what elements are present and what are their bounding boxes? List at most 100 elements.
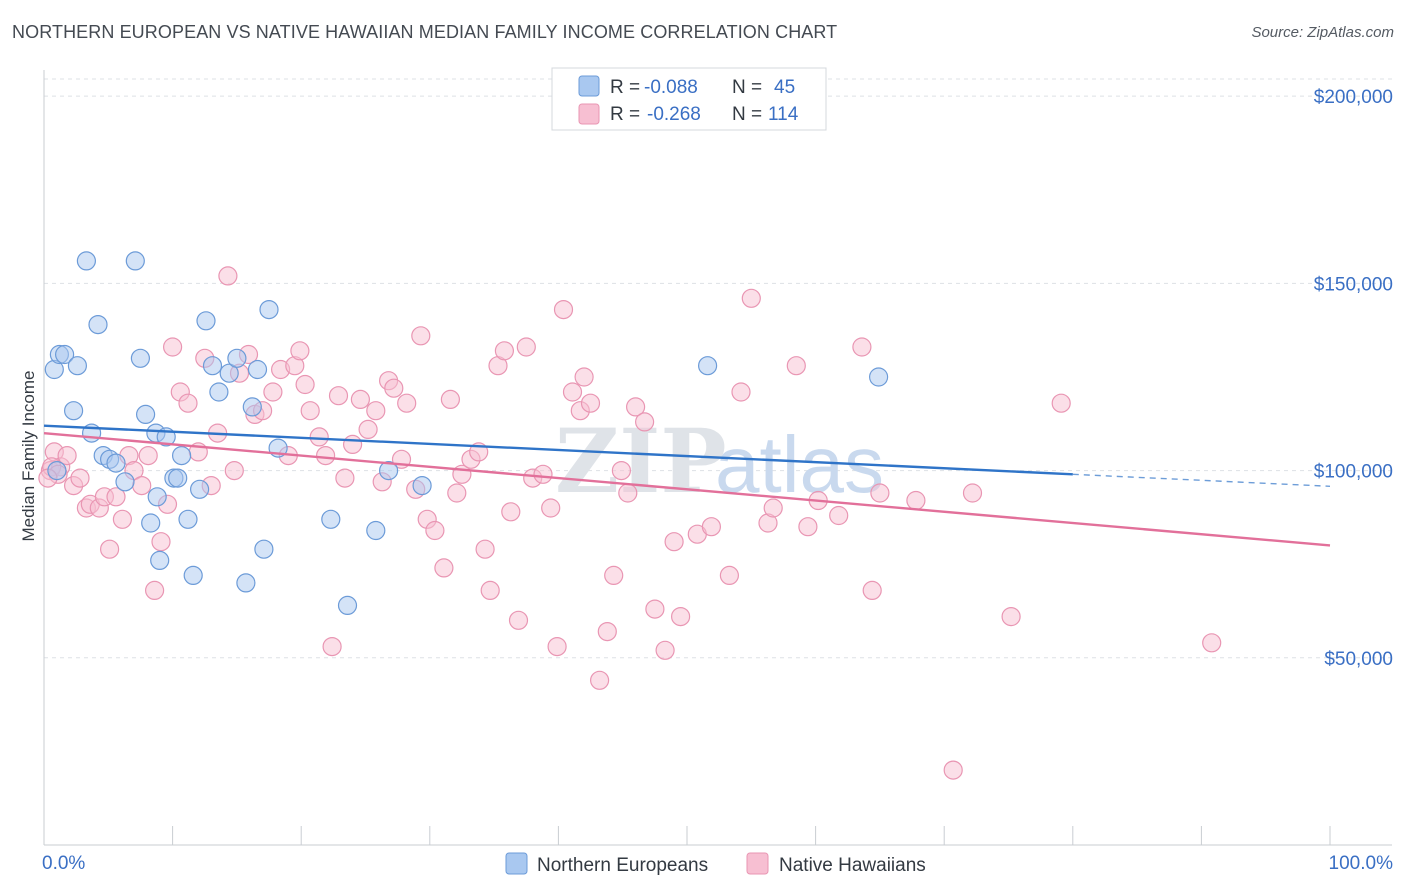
chart-title: NORTHERN EUROPEAN VS NATIVE HAWAIIAN MED… bbox=[12, 22, 838, 42]
trend-lines bbox=[43, 424, 1331, 547]
native-hawaiians-point-10 bbox=[99, 539, 120, 559]
legend-n-label-2: N = bbox=[732, 104, 762, 125]
native-hawaiians-point-55 bbox=[411, 326, 431, 346]
northern-europeans-point-35 bbox=[379, 461, 399, 481]
legend-swatch-pink bbox=[578, 103, 600, 125]
northern-europeans-point-33 bbox=[337, 595, 358, 616]
northern-europeans-point-27 bbox=[242, 397, 262, 417]
northern-europeans-point-12 bbox=[136, 404, 156, 424]
northern-europeans-point-21 bbox=[183, 565, 203, 586]
northern-europeans-point-23 bbox=[202, 356, 223, 376]
series-legend-label-pink: Native Hawaiians bbox=[779, 855, 926, 876]
northern-europeans-point-30 bbox=[259, 300, 279, 320]
native-hawaiians-point-89 bbox=[664, 532, 684, 552]
northern-europeans-point-26 bbox=[227, 348, 247, 368]
native-hawaiians-point-101 bbox=[829, 505, 849, 526]
native-hawaiians-point-72 bbox=[533, 464, 553, 484]
native-hawaiians-point-104 bbox=[870, 483, 890, 503]
native-hawaiians-point-11 bbox=[106, 487, 126, 507]
series-legend-swatch-blue bbox=[505, 852, 528, 875]
northern-europeans-point-24 bbox=[209, 382, 229, 402]
native-hawaiians-point-68 bbox=[501, 502, 521, 522]
native-hawaiians-point-81 bbox=[597, 621, 617, 642]
y-tick-labels: $50,000 $100,000 $150,000 $200,000 bbox=[1314, 87, 1393, 670]
y-tick-label-100000: $100,000 bbox=[1314, 462, 1393, 483]
northern-europeans-point-3 bbox=[67, 356, 88, 376]
legend-r-value-1: -0.088 bbox=[644, 77, 698, 98]
native-hawaiians-point-70 bbox=[516, 337, 536, 357]
northern-europeans-point-28 bbox=[247, 359, 268, 380]
northern-europeans-point-29 bbox=[254, 539, 274, 559]
y-tick-label-200000: $200,000 bbox=[1314, 87, 1393, 108]
northern-europeans-trend-line bbox=[43, 424, 1073, 476]
native-hawaiians-point-45 bbox=[343, 434, 363, 454]
native-hawaiians-point-75 bbox=[553, 300, 574, 320]
native-hawaiians-point-58 bbox=[434, 558, 454, 578]
native-hawaiians-point-41 bbox=[316, 446, 336, 466]
northern-europeans-point-39 bbox=[106, 453, 126, 473]
northern-europeans-point-15 bbox=[150, 550, 170, 571]
northern-europeans-point-42 bbox=[196, 311, 216, 331]
native-hawaiians-trend-line bbox=[43, 431, 1331, 547]
native-hawaiians-point-102 bbox=[852, 337, 872, 357]
native-hawaiians-point-64 bbox=[475, 539, 495, 559]
northern-europeans-point-37 bbox=[697, 356, 718, 376]
northern-europeans-point-43 bbox=[236, 573, 256, 593]
northern-europeans-point-40 bbox=[115, 472, 135, 492]
native-hawaiians-point-51 bbox=[384, 378, 404, 398]
native-hawaiians-point-97 bbox=[763, 498, 783, 518]
correlation-legend: R = -0.088 N = 45 R = -0.268 N = 114 bbox=[551, 67, 827, 131]
native-hawaiians-point-33 bbox=[263, 382, 283, 402]
native-hawaiians-point-15 bbox=[132, 476, 152, 496]
native-hawaiians-point-84 bbox=[618, 483, 638, 503]
native-hawaiians-point-57 bbox=[425, 520, 445, 541]
northern-europeans-point-20 bbox=[178, 509, 198, 529]
legend-n-value-2: 114 bbox=[768, 104, 799, 125]
northern-europeans-point-38 bbox=[868, 367, 889, 387]
source-credit: Source: ZipAtlas.com bbox=[1251, 24, 1394, 41]
x-tick-label-max: 100.0% bbox=[1329, 853, 1394, 874]
northern-europeans-point-11 bbox=[130, 348, 150, 368]
native-hawaiians-point-108 bbox=[1001, 606, 1021, 627]
native-hawaiians-points bbox=[38, 266, 1222, 780]
native-hawaiians-point-48 bbox=[366, 401, 386, 421]
native-hawaiians-point-78 bbox=[574, 367, 594, 387]
legend-swatch-blue bbox=[578, 75, 600, 97]
northern-europeans-point-10 bbox=[125, 251, 145, 271]
native-hawaiians-point-87 bbox=[645, 599, 665, 619]
northern-europeans-points bbox=[44, 251, 889, 616]
northern-europeans-point-25 bbox=[219, 363, 239, 383]
northern-europeans-point-5 bbox=[88, 315, 108, 335]
series-legend: Northern Europeans Native Hawaiians bbox=[505, 852, 926, 876]
native-hawaiians-point-27 bbox=[218, 266, 238, 286]
y-tick-label-50000: $50,000 bbox=[1324, 649, 1393, 670]
native-hawaiians-point-65 bbox=[480, 580, 500, 601]
native-hawaiians-point-79 bbox=[580, 393, 601, 413]
native-hawaiians-point-92 bbox=[701, 517, 722, 537]
native-hawaiians-point-85 bbox=[625, 397, 646, 417]
northern-europeans-point-19 bbox=[172, 446, 192, 466]
northern-europeans-point-32 bbox=[321, 509, 341, 529]
native-hawaiians-point-16 bbox=[138, 446, 158, 466]
legend-r-label-2: R = bbox=[610, 104, 640, 125]
native-hawaiians-point-39 bbox=[300, 401, 320, 421]
native-hawaiians-point-5 bbox=[70, 468, 90, 488]
native-hawaiians-point-47 bbox=[358, 419, 378, 439]
native-hawaiians-point-94 bbox=[731, 382, 751, 402]
northern-europeans-point-34 bbox=[366, 520, 386, 541]
native-hawaiians-point-74 bbox=[547, 636, 567, 657]
northern-europeans-point-44 bbox=[47, 461, 67, 481]
native-hawaiians-point-82 bbox=[604, 565, 624, 586]
northern-europeans-trend-extension bbox=[1072, 473, 1331, 488]
x-tick-label-min: 0.0% bbox=[42, 853, 85, 874]
legend-n-label-1: N = bbox=[732, 77, 762, 98]
y-axis-label: Median Family Income bbox=[19, 370, 38, 541]
northern-europeans-point-41 bbox=[147, 487, 167, 507]
native-hawaiians-point-103 bbox=[862, 580, 882, 601]
native-hawaiians-point-60 bbox=[447, 483, 467, 503]
native-hawaiians-point-73 bbox=[541, 498, 561, 518]
axes bbox=[43, 70, 1392, 846]
native-hawaiians-point-12 bbox=[112, 509, 133, 529]
native-hawaiians-point-40 bbox=[309, 427, 329, 447]
northern-europeans-point-13 bbox=[141, 513, 161, 533]
